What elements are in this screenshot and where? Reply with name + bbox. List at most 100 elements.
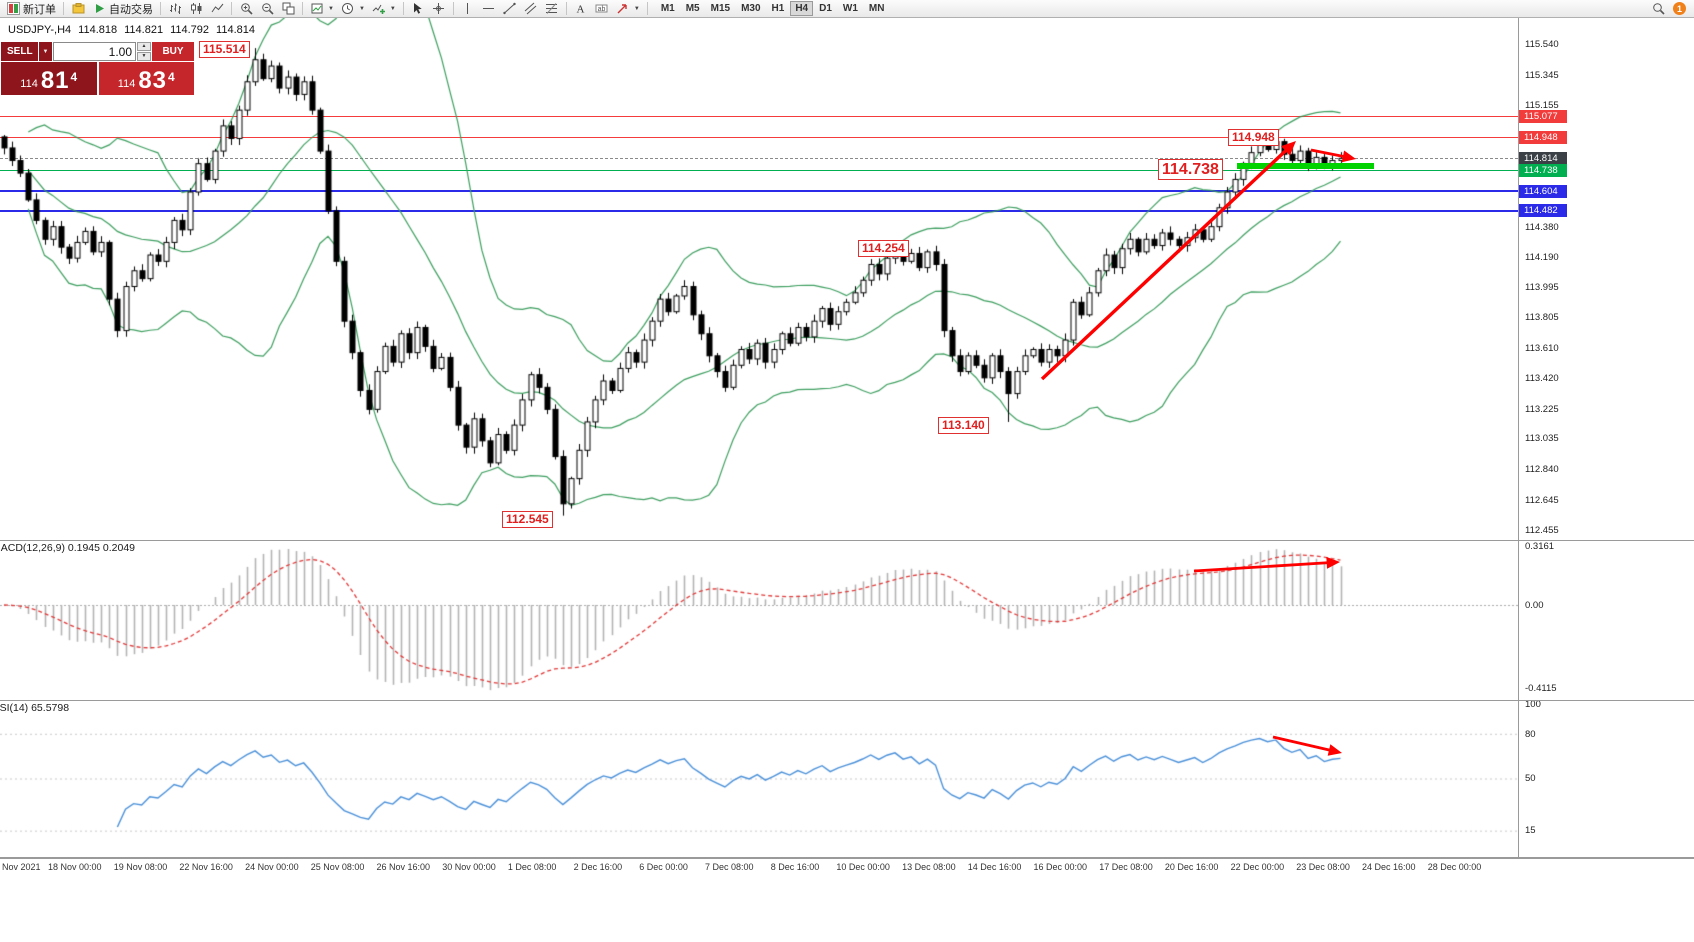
volume-input[interactable] <box>53 42 136 61</box>
bar-chart-button[interactable] <box>165 1 185 17</box>
buy-button[interactable]: BUY <box>152 42 194 61</box>
new-chart-button[interactable]: ▼ <box>307 1 337 17</box>
price-tick: 113.610 <box>1525 342 1559 354</box>
time-label: 20 Dec 16:00 <box>1164 862 1219 872</box>
buy-price-sup: 4 <box>168 70 175 84</box>
period-button[interactable]: ▼ <box>338 1 368 17</box>
time-label: 19 Nov 08:00 <box>113 862 168 872</box>
timeframe-D1[interactable]: D1 <box>814 1 837 16</box>
cursor-icon <box>411 2 425 16</box>
text-label-button[interactable]: ab <box>592 1 612 17</box>
price-tick: 112.455 <box>1525 524 1559 536</box>
search-button[interactable] <box>1648 1 1668 17</box>
time-label: 6 Dec 00:00 <box>639 862 688 872</box>
candlestick-icon <box>189 2 203 16</box>
search-icon <box>1651 2 1665 16</box>
volume-up-button[interactable]: ▲ <box>137 42 151 51</box>
text-icon: A <box>574 2 588 16</box>
zoom-out-button[interactable] <box>257 1 277 17</box>
time-label: 24 Nov 00:00 <box>245 862 299 872</box>
zoom-in-button[interactable] <box>236 1 256 17</box>
sell-button[interactable]: SELL <box>1 42 38 61</box>
price-tick: 114.380 <box>1525 221 1559 233</box>
pane-separator[interactable] <box>0 700 1694 701</box>
time-label: 28 Dec 00:00 <box>1427 862 1482 872</box>
toolbar-separator <box>160 2 161 15</box>
support-zone-rect[interactable] <box>1237 163 1374 169</box>
macd-canvas[interactable] <box>0 541 1518 700</box>
market-button[interactable] <box>68 1 88 17</box>
volume-down-button[interactable]: ▼ <box>137 52 151 61</box>
algo-trading-button[interactable]: 自动交易 <box>89 1 156 17</box>
toolbar-separator <box>63 2 64 15</box>
volume-stepper: ▲ ▼ <box>137 42 151 61</box>
candlestick-button[interactable] <box>186 1 206 17</box>
price-tick: 113.035 <box>1525 433 1559 445</box>
timeframe-H1[interactable]: H1 <box>767 1 790 16</box>
timeframe-M30[interactable]: M30 <box>736 1 765 16</box>
vertical-line-button[interactable] <box>458 1 478 17</box>
time-label: 1 Dec 08:00 <box>507 862 557 872</box>
time-axis[interactable]: Nov 2021 18 Nov 00:00 19 Nov 08:00 22 Nov 1… <box>0 858 1694 942</box>
time-label: 30 Nov 00:00 <box>442 862 496 872</box>
period-icon <box>341 2 355 16</box>
main-chart-canvas[interactable] <box>0 18 1518 540</box>
symbol-ohlc-info: USDJPY-,H4 114.818 114.821 114.792 114.8… <box>8 24 255 36</box>
time-label: 2 Dec 16:00 <box>573 862 623 872</box>
tile-windows-button[interactable] <box>278 1 298 17</box>
toolbar-separator <box>402 2 404 15</box>
timeframe-MN[interactable]: MN <box>864 1 890 16</box>
rsi-canvas[interactable] <box>0 701 1518 857</box>
line-chart-button[interactable] <box>207 1 227 17</box>
price-tick: 113.420 <box>1525 372 1559 384</box>
algo-trading-label: 自动交易 <box>109 3 153 16</box>
timeframe-H4[interactable]: H4 <box>790 1 814 16</box>
price-badge-115.077: 115.077 <box>1519 110 1567 124</box>
horizontal-line-icon <box>482 2 496 16</box>
toolbar-separator <box>302 2 303 15</box>
svg-text:ab: ab <box>598 6 606 13</box>
chevron-down-icon: ▼ <box>328 5 334 12</box>
price-tick: 113.805 <box>1525 312 1559 324</box>
new-order-button[interactable]: 新订单 <box>3 1 59 17</box>
timeframe-M15[interactable]: M15 <box>706 1 735 16</box>
rsi-label: RSI(14) 65.5798 <box>0 702 70 714</box>
time-label: 26 Nov 16:00 <box>376 862 431 872</box>
macd-pane: MACD(12,26,9) 0.1945 0.2049 <box>0 541 1518 700</box>
text-button[interactable]: A <box>571 1 591 17</box>
rsi-axis-value: 100 <box>1525 699 1541 710</box>
main-chart-pane: 115.514 114.948 114.738 114.254 113.140 112.5… <box>0 18 1518 540</box>
cursor-button[interactable] <box>408 1 428 17</box>
timeframe-M1[interactable]: M1 <box>656 1 680 16</box>
line-chart-icon <box>210 2 224 16</box>
time-label: 13 Dec 08:00 <box>902 862 956 872</box>
notification-badge[interactable]: 1 <box>1673 2 1686 15</box>
sell-price-display[interactable]: 114 81 4 <box>1 62 97 95</box>
toolbar: 新订单 自动交易 ▼ ▼ ▼ A ab ▼ M1 M5 M15 M30 H1 <box>0 0 1694 18</box>
chevron-down-icon: ▼ <box>358 5 365 12</box>
time-label: 25 Nov 08:00 <box>310 862 365 872</box>
time-label: 8 Dec 16:00 <box>770 862 820 872</box>
channel-button[interactable] <box>521 1 541 17</box>
horizontal-line-button[interactable] <box>479 1 499 17</box>
price-badge-114.814: 114.814 <box>1519 151 1567 165</box>
crosshair-icon <box>432 2 446 16</box>
fibonacci-button[interactable] <box>542 1 562 17</box>
sell-price-prefix: 114 <box>20 78 38 90</box>
rsi-axis-value: 80 <box>1525 729 1536 740</box>
crosshair-button[interactable] <box>429 1 449 17</box>
price-axis[interactable]: 115.077 114.948 114.814 114.738 114.604 114.4… <box>1518 18 1694 858</box>
pane-separator[interactable] <box>0 540 1694 541</box>
buy-price-display[interactable]: 114 83 4 <box>98 62 194 95</box>
arrow-objects-button[interactable]: ▼ <box>613 1 643 17</box>
indicators-button[interactable]: ▼ <box>369 1 399 17</box>
price-tick: 115.155 <box>1525 99 1559 111</box>
timeframe-M5[interactable]: M5 <box>681 1 705 16</box>
sell-options-caret[interactable]: ▼ <box>39 42 52 61</box>
trade-panel-prices: 114 81 4 114 83 4 <box>1 62 194 95</box>
trendline-button[interactable] <box>500 1 520 17</box>
timeframe-W1[interactable]: W1 <box>838 1 863 16</box>
price-badge-114.948: 114.948 <box>1519 130 1567 144</box>
new-chart-icon <box>310 2 324 16</box>
ohlc-close: 114.814 <box>216 24 255 36</box>
